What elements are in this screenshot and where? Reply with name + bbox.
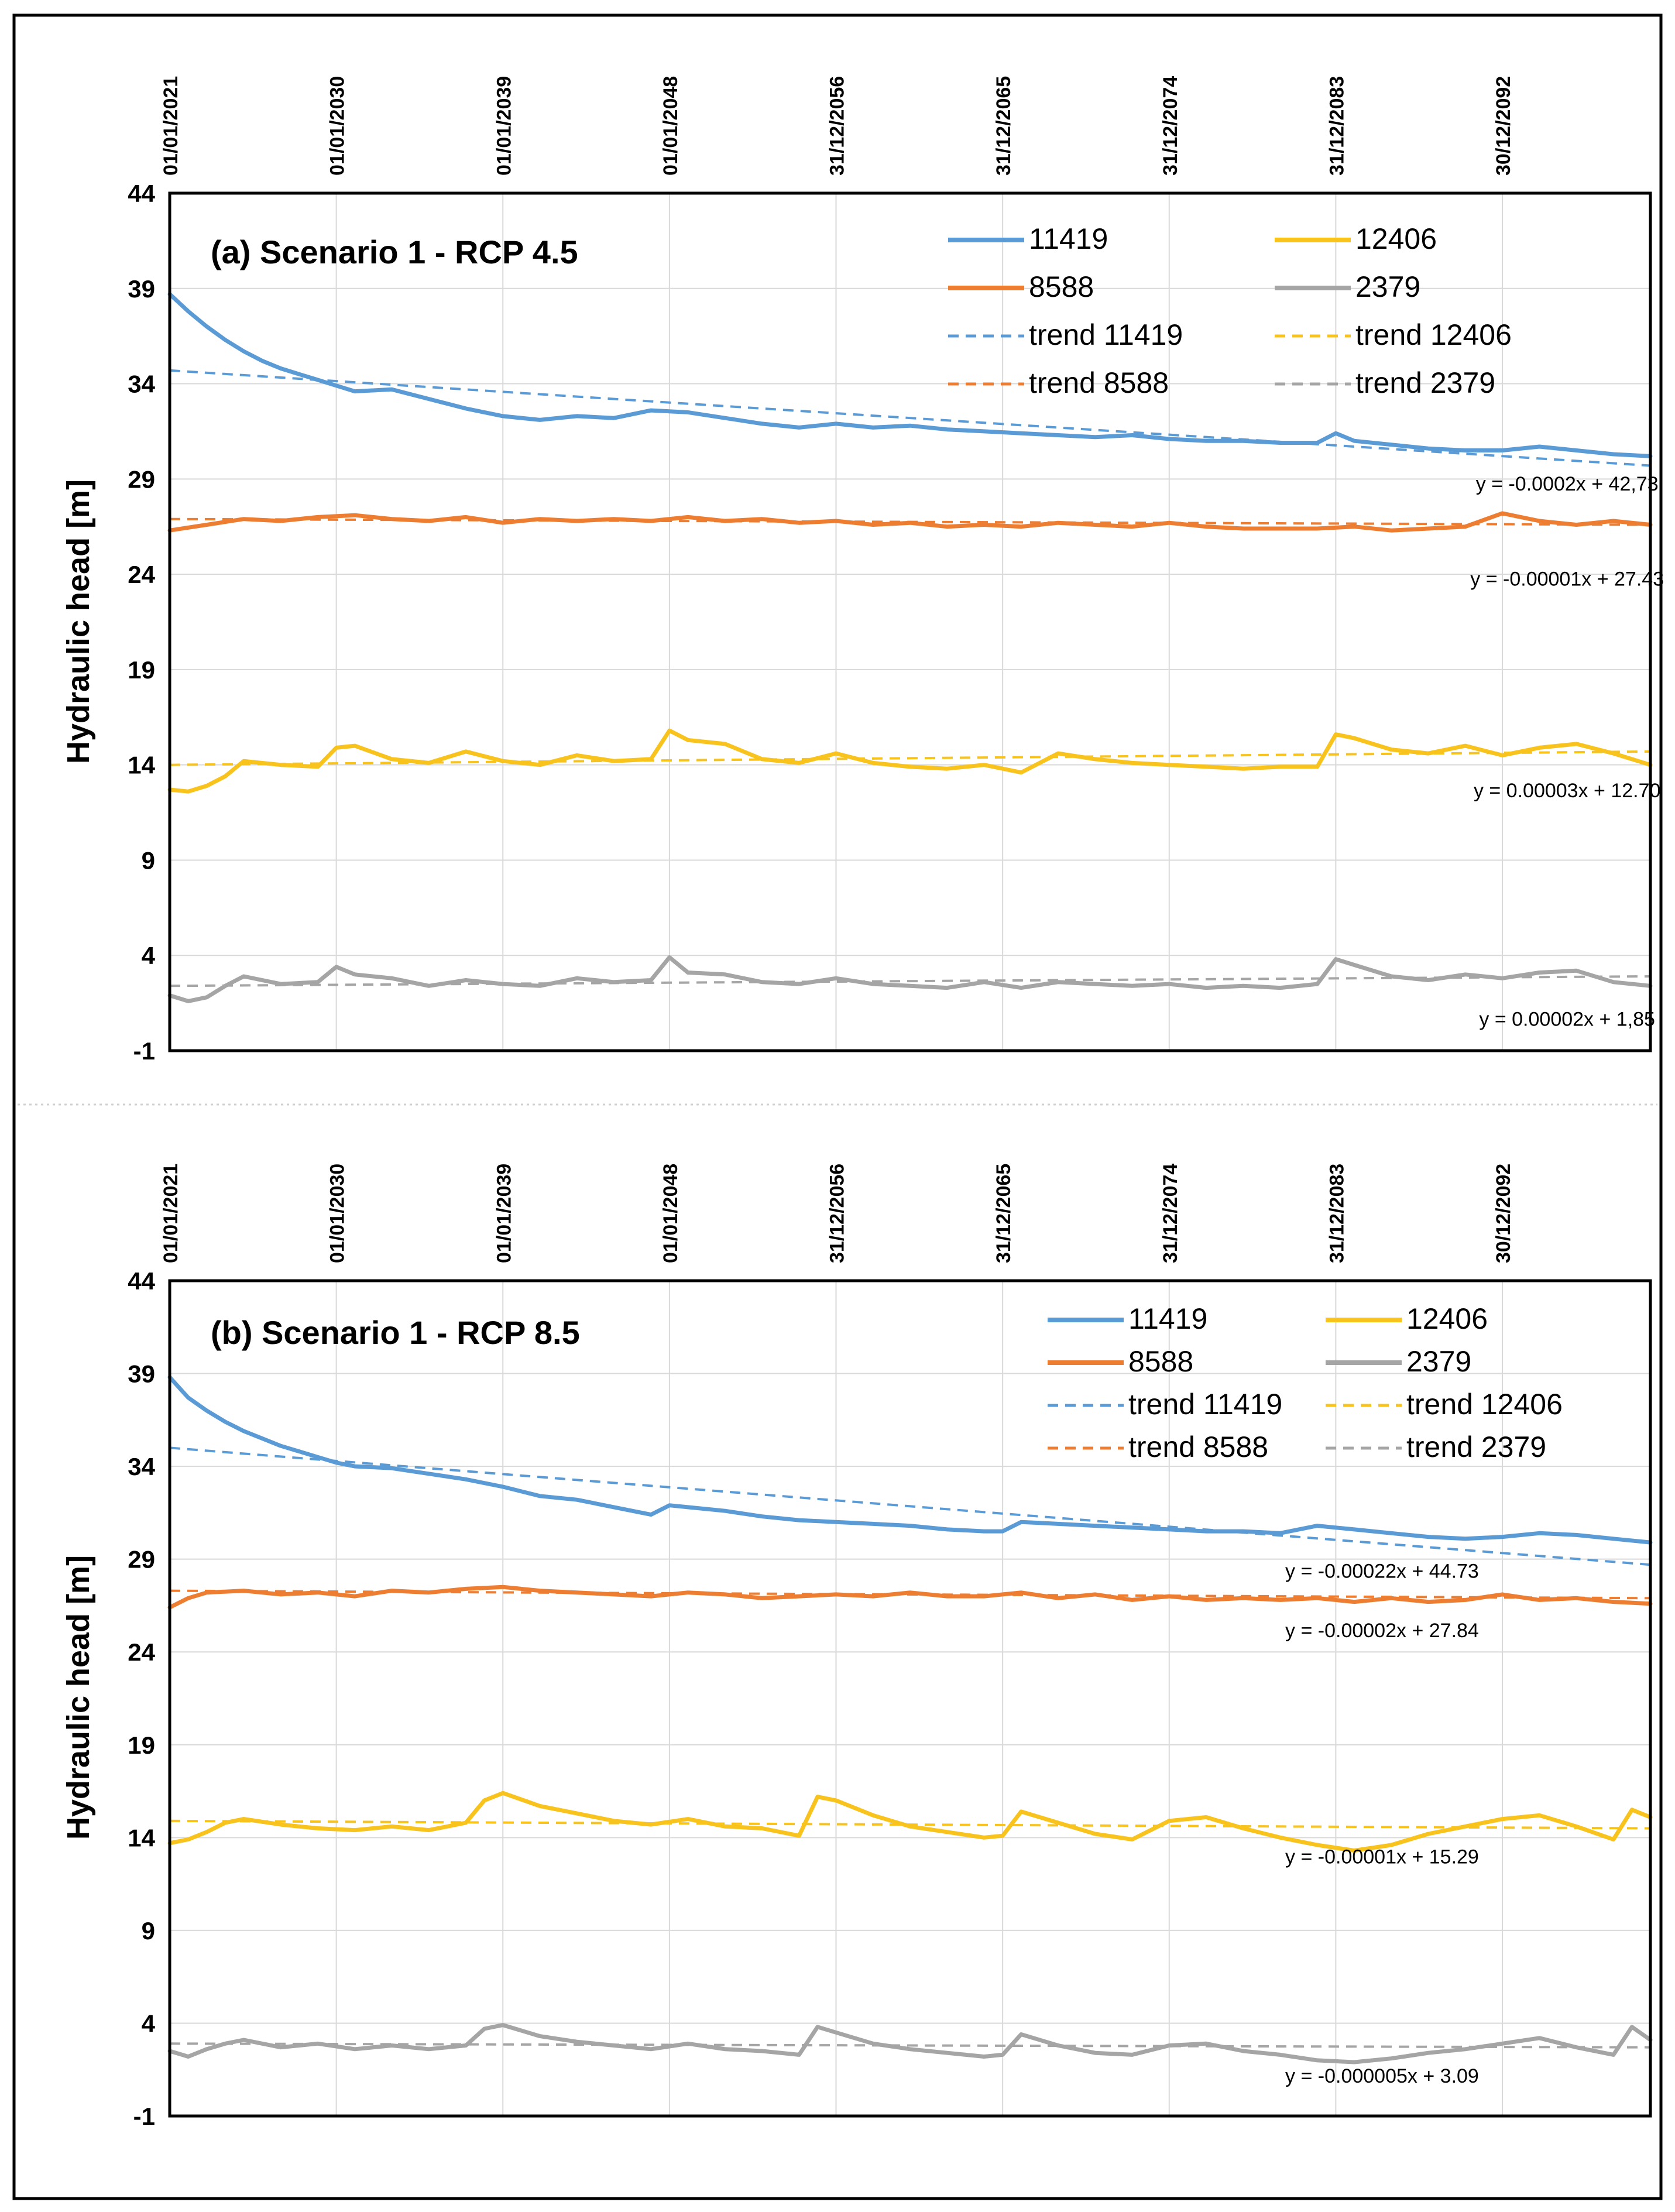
x-tick-label: 01/01/2030 [327,1164,349,1263]
data-series [167,1375,1653,2064]
series-line-2379 [167,955,1653,1003]
y-tick-label: 19 [128,1731,155,1759]
x-tick-label: 31/12/2056 [826,1164,849,1263]
plot-frame [168,1279,1652,2118]
trend-line-trend-11419 [169,1446,1651,1566]
legend-label: trend 2379 [1406,1431,1546,1463]
trend-equations: y = -0.00022x + 44.73 y = -0.00002x + 27.… [1285,1560,1479,2087]
series-line-12406 [167,1791,1653,1853]
y-tick-label: 4 [142,942,156,969]
trend-equation: y = 0.00003x + 12.70 [1474,780,1660,802]
legend-label: 12406 [1406,1302,1488,1335]
legend-label: trend 12406 [1355,318,1512,351]
trend-equation: y = -0.0002x + 42,73 [1476,473,1659,495]
trend-equation: y = -0.000005x + 3.09 [1285,2065,1479,2087]
trend-lines [169,369,1651,987]
trend-equation: y = -0.00001x + 15.29 [1285,1846,1479,1868]
series-line-2379 [167,2023,1653,2064]
series-line-11419 [167,1375,1653,1545]
legend-label: 11419 [1128,1302,1207,1335]
chart-title: (b) Scenario 1 - RCP 8.5 [211,1314,580,1351]
x-tick-label: 01/01/2021 [160,76,182,176]
legend-label: trend 11419 [1128,1388,1282,1421]
x-tick-label: 31/12/2083 [1326,1164,1348,1263]
y-tick-label: 34 [128,1453,155,1480]
y-tick-label: 4 [142,2009,156,2037]
y-tick-label: 44 [128,1267,155,1295]
x-tick-label: 31/12/2074 [1159,1164,1182,1263]
x-tick-label: 30/12/2092 [1492,76,1515,176]
y-tick-label: 39 [128,1360,155,1388]
y-tick-label: 34 [128,371,155,398]
legend: 11419 12406 8588 2379 trend 11419 trend 12406… [1048,1302,1563,1463]
y-tick-label: 19 [128,656,155,684]
series-line-12406 [167,728,1653,794]
x-tick-label: 31/12/2065 [993,76,1015,176]
y-tick-label: 14 [128,752,155,779]
y-tick-label: 29 [128,1546,155,1573]
y-tick-label: 29 [128,465,155,493]
y-tick-labels: -1 4 9 14 19 24 29 34 39 44 [128,1267,155,2130]
x-tick-label: 01/01/2021 [160,1164,182,1263]
legend-label: 12406 [1355,222,1437,255]
legend-label: 11419 [1029,222,1108,255]
x-tick-label: 31/12/2056 [826,76,849,176]
trend-equation: y = -0.00001x + 27.43 [1470,568,1664,591]
y-axis-label: Hydraulic head [m] [61,479,96,764]
trend-equation: y = -0.00002x + 27.84 [1285,1620,1479,1642]
y-tick-label: 24 [128,561,155,588]
trend-line-trend-2379 [169,2042,1651,2049]
legend: 11419 12406 8588 2379 trend 11419 trend 12406… [948,222,1512,399]
chart-title: (a) Scenario 1 - RCP 4.5 [211,234,578,270]
y-tick-labels: -1 4 9 14 19 24 29 34 39 44 [128,180,155,1065]
y-tick-label: 44 [128,180,155,207]
trend-equation: y = 0.00002x + 1,85 [1479,1009,1655,1031]
legend-label: trend 2379 [1355,366,1495,399]
legend-label: trend 8588 [1029,366,1169,399]
y-tick-label: -1 [133,2103,155,2130]
y-tick-label: -1 [133,1037,155,1065]
y-axis-label: Hydraulic head [m] [61,1555,96,1840]
data-series [167,292,1653,1003]
x-tick-label: 01/01/2048 [660,76,682,176]
x-tick-label: 01/01/2039 [493,76,515,176]
y-tick-label: 9 [142,846,155,874]
x-tick-label: 01/01/2048 [660,1164,682,1263]
y-tick-label: 24 [128,1638,155,1666]
x-tick-label: 31/12/2074 [1159,76,1182,176]
trend-equations: y = -0.0002x + 42,73 y = -0.00001x + 27.4… [1470,473,1664,1031]
legend-label: trend 11419 [1029,318,1183,351]
legend-label: 2379 [1355,270,1420,303]
x-tick-label: 31/12/2065 [993,1164,1015,1263]
series-line-11419 [167,292,1653,458]
legend-label: trend 12406 [1406,1388,1563,1421]
x-tick-label: 01/01/2039 [493,1164,515,1263]
trend-line-trend-11419 [169,369,1651,467]
outer-border [12,13,1663,2200]
legend-label: 8588 [1029,270,1094,303]
x-tick-label: 30/12/2092 [1492,1164,1515,1263]
legend-label: 8588 [1128,1345,1193,1378]
x-tick-label: 01/01/2030 [327,76,349,176]
legend-label: 2379 [1406,1345,1471,1378]
series-line-8588 [167,511,1653,533]
y-tick-label: 39 [128,275,155,303]
x-tick-label: 31/12/2083 [1326,76,1348,176]
legend-label: trend 8588 [1128,1431,1268,1463]
x-tick-labels: 01/01/2021 01/01/2030 01/01/2039 01/01/2048… [160,1164,1515,1263]
plot-frame [168,191,1652,1052]
x-tick-labels: 01/01/2021 01/01/2030 01/01/2039 01/01/2048… [160,76,1515,176]
trend-equation: y = -0.00022x + 44.73 [1285,1560,1479,1582]
y-tick-label: 9 [142,1917,155,1944]
series-line-8588 [167,1585,1653,1610]
y-tick-label: 14 [128,1824,155,1851]
